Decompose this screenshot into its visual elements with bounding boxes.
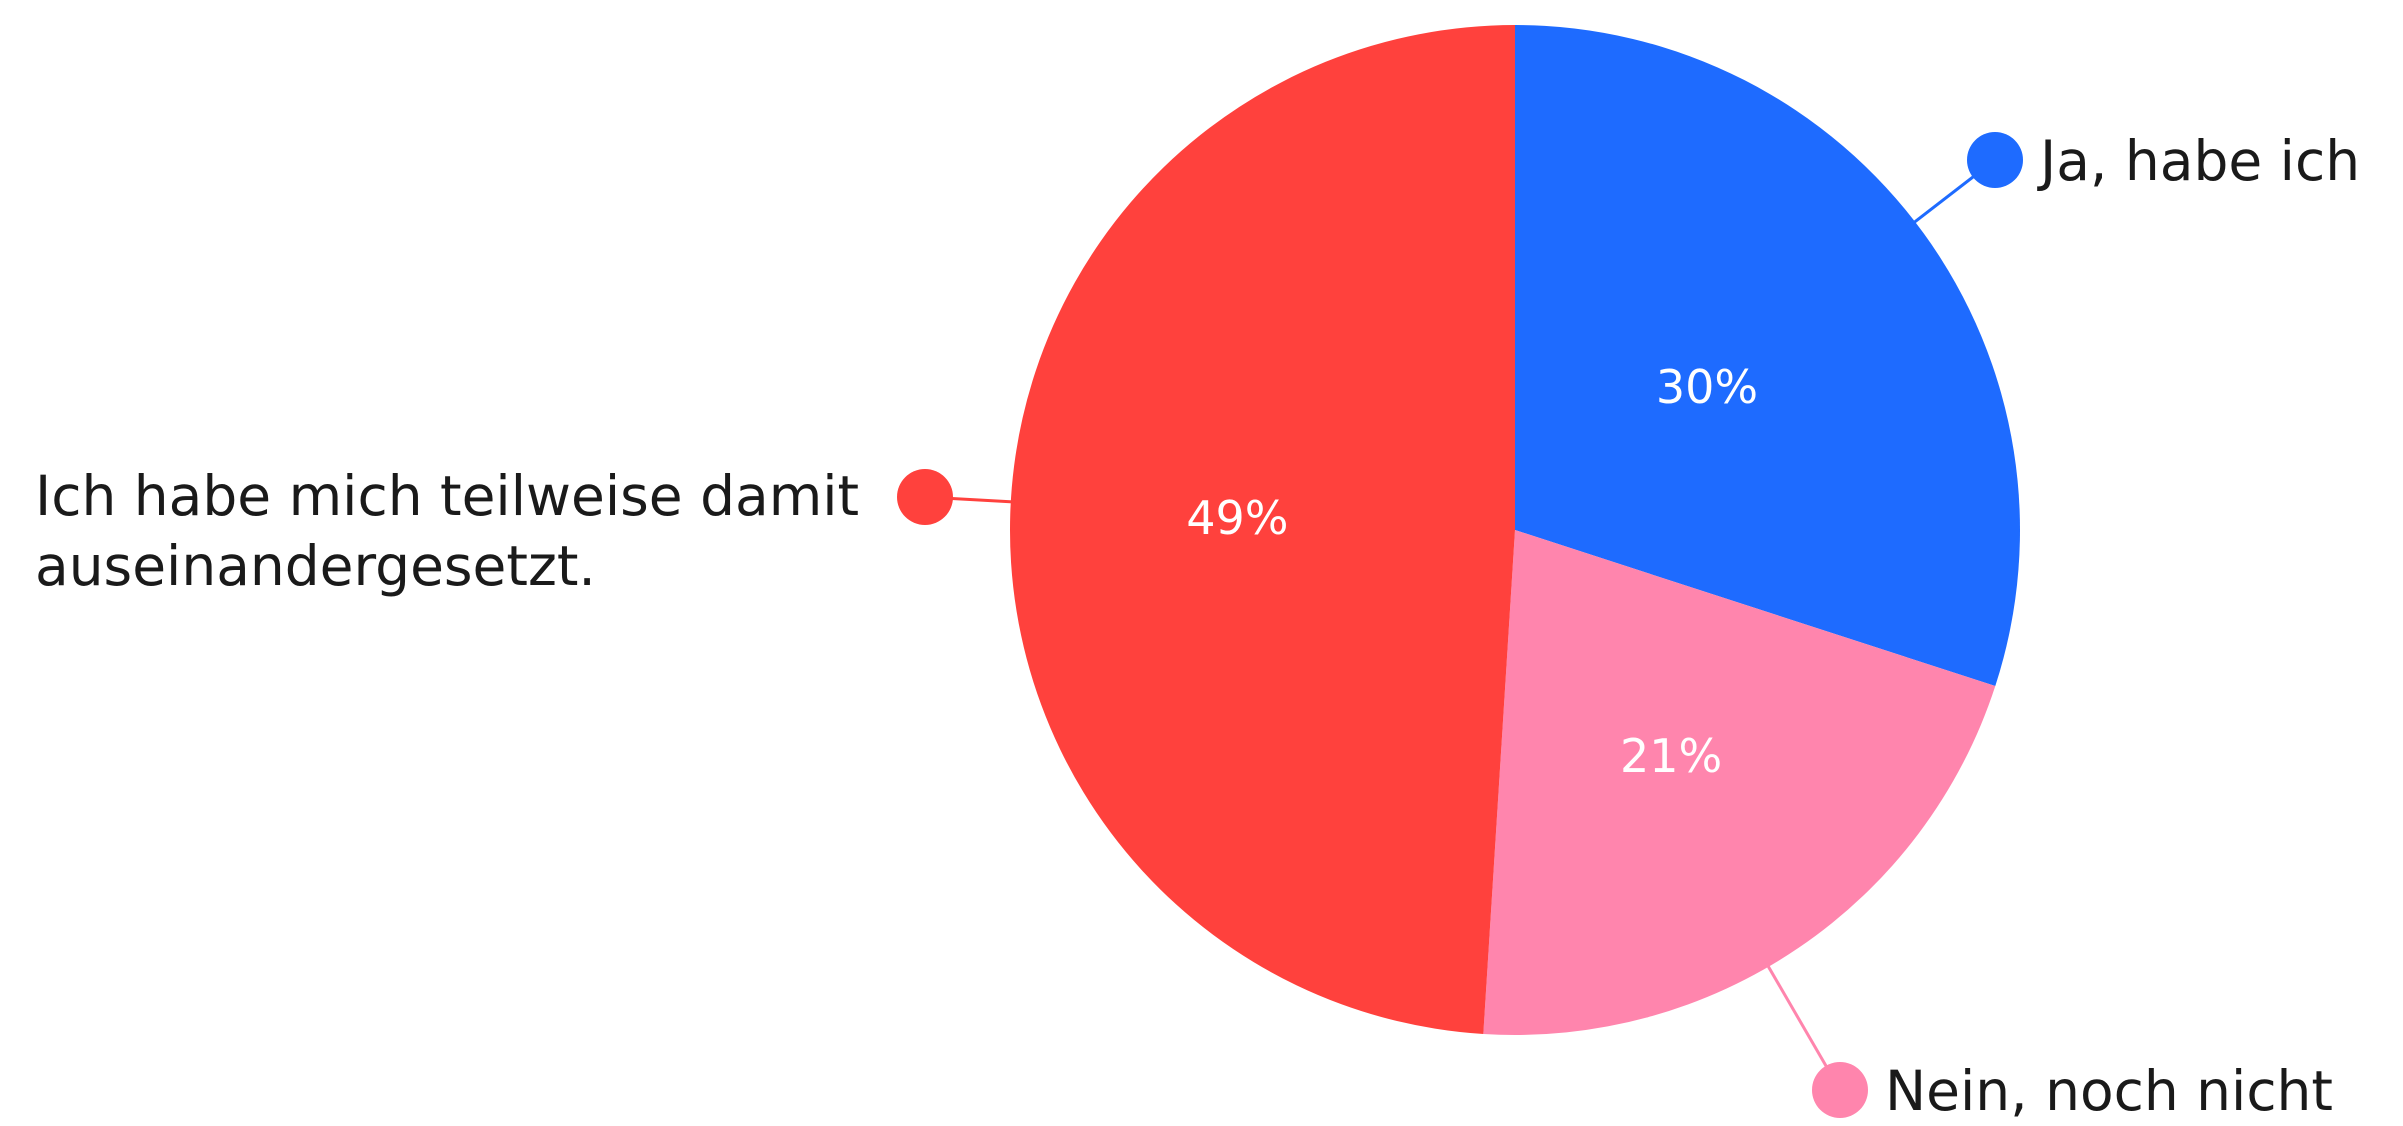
slice-value-label: 30% bbox=[1656, 360, 1758, 414]
slice-value-label: 21% bbox=[1620, 729, 1722, 783]
legend-dot bbox=[897, 469, 953, 525]
pie-slice bbox=[1515, 25, 2020, 687]
slice-value-label: 49% bbox=[1186, 491, 1288, 545]
slice-value-labels: 30% 21% 49% bbox=[1186, 360, 1758, 783]
legend: Ja, habe ich Nein, noch nicht Ich habe mic… bbox=[35, 129, 2360, 1123]
pie-slice bbox=[1483, 530, 1996, 1036]
pie-slice bbox=[1009, 25, 1515, 1035]
legend-label: Ja, habe ich bbox=[2037, 129, 2360, 193]
legend-label: Nein, noch nicht bbox=[1885, 1059, 2333, 1123]
legend-dot bbox=[1812, 1062, 1868, 1118]
pie-slices bbox=[1009, 25, 2020, 1036]
legend-dot bbox=[1967, 132, 2023, 188]
legend-label: Ich habe mich teilweise damit auseinander… bbox=[35, 464, 859, 598]
